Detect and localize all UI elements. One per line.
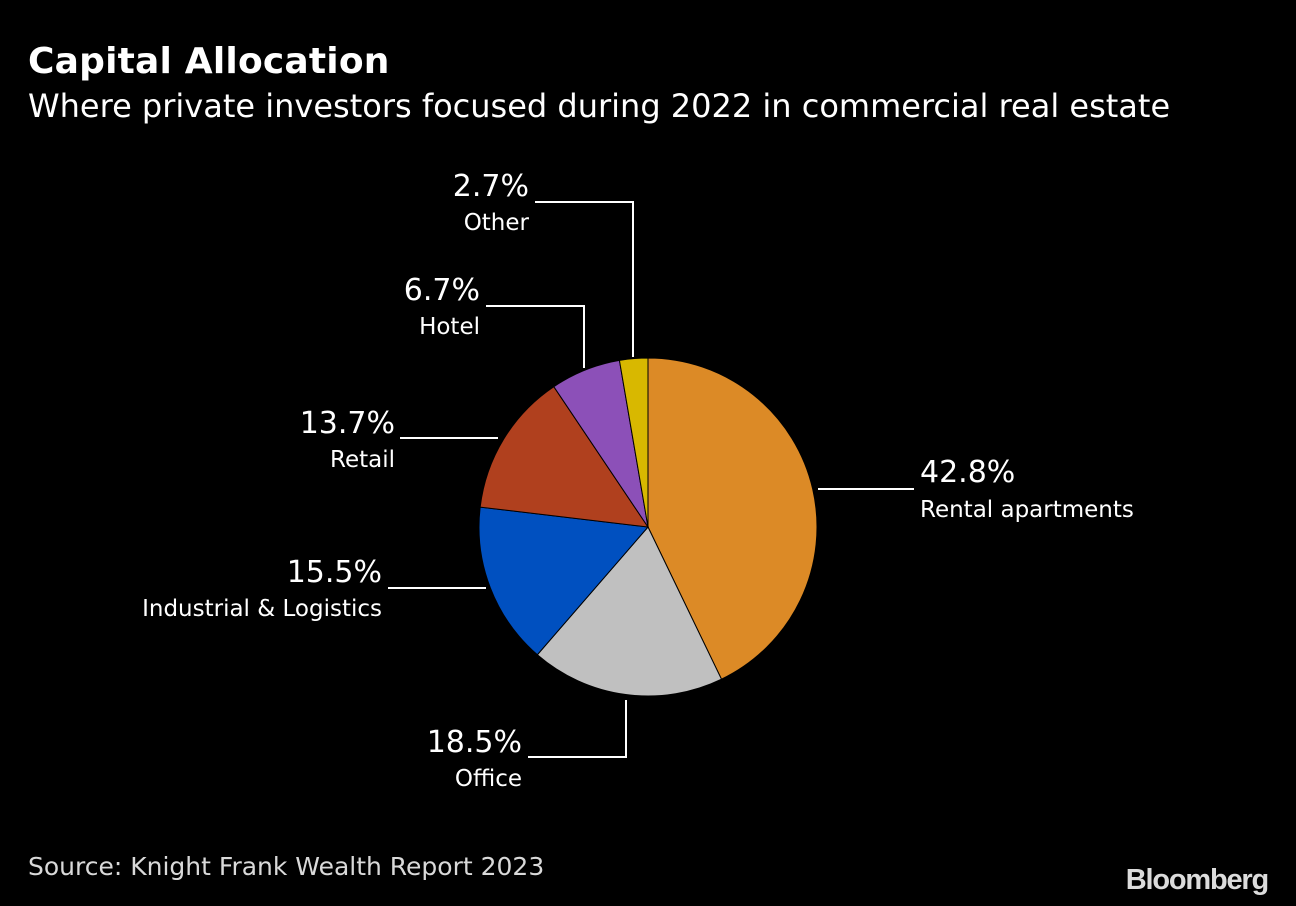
pie-slice-office (536, 526, 723, 697)
pie-slices (478, 357, 818, 697)
slice-label-office: Office (455, 766, 522, 792)
slice-label-industrial-and-logistics: Industrial & Logistics (142, 596, 382, 622)
pie-slice-retail (479, 385, 650, 528)
leader-line-office (528, 700, 627, 758)
slice-value-office: 18.5% (427, 725, 522, 760)
slice-label-rental-apartments: Rental apartments (920, 497, 1134, 523)
pie-slice-other (618, 357, 649, 528)
leader-lines (388, 201, 914, 758)
pie-slice-industrial-and-logistics (478, 506, 649, 656)
pie-slice-rental-apartments (647, 357, 818, 680)
slice-value-retail: 13.7% (300, 406, 395, 441)
chart-title: Capital Allocation (28, 41, 390, 82)
slice-value-industrial-and-logistics: 15.5% (287, 555, 382, 590)
leader-line-hotel (486, 305, 585, 368)
slice-label-hotel: Hotel (419, 314, 480, 340)
slice-value-other: 2.7% (453, 169, 529, 204)
slice-label-retail: Retail (330, 447, 395, 473)
slice-value-rental-apartments: 42.8% (920, 455, 1015, 490)
slice-value-hotel: 6.7% (404, 273, 480, 308)
leader-line-other (535, 201, 634, 357)
chart-subtitle: Where private investors focused during 2… (28, 87, 1171, 125)
bloomberg-logo: Bloomberg (1125, 864, 1269, 896)
source-note: Source: Knight Frank Wealth Report 2023 (28, 852, 545, 881)
slice-labels: 42.8% Rental apartments 18.5% Office 15.5% In… (142, 169, 1134, 792)
slice-label-other: Other (464, 210, 530, 236)
